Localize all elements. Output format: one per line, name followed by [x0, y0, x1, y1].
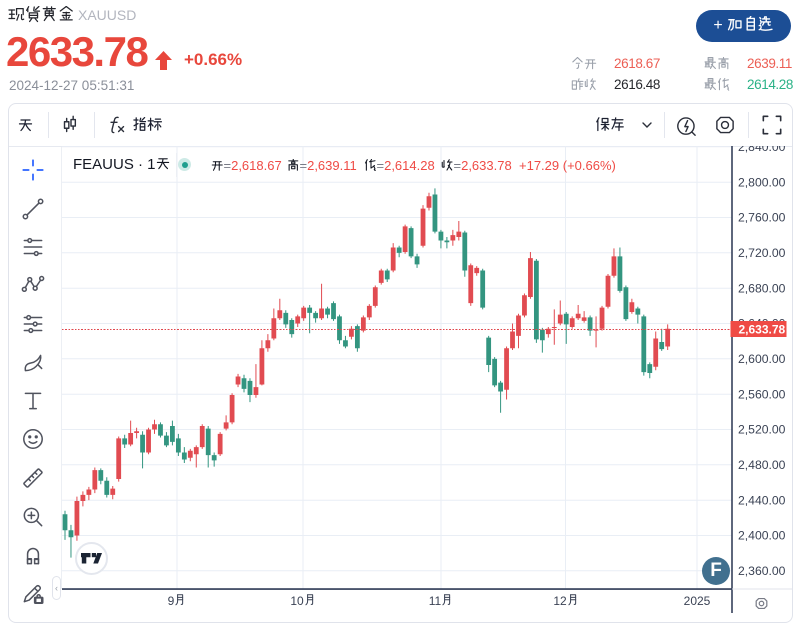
svg-text:2,760.00: 2,760.00: [738, 211, 786, 225]
svg-text:2,840.00: 2,840.00: [738, 146, 786, 154]
svg-text:2,360.00: 2,360.00: [738, 564, 786, 578]
svg-text:2,560.00: 2,560.00: [738, 387, 786, 401]
svg-text:2,680.00: 2,680.00: [738, 281, 786, 295]
svg-text:2,480.00: 2,480.00: [738, 458, 786, 472]
svg-text:2,520.00: 2,520.00: [738, 423, 786, 437]
svg-text:2,633.78: 2,633.78: [739, 322, 786, 336]
svg-text:2,800.00: 2,800.00: [738, 175, 786, 189]
svg-text:2,720.00: 2,720.00: [738, 246, 786, 260]
svg-text:2,600.00: 2,600.00: [738, 352, 786, 366]
svg-text:2,440.00: 2,440.00: [738, 493, 786, 507]
svg-text:2,400.00: 2,400.00: [738, 529, 786, 543]
